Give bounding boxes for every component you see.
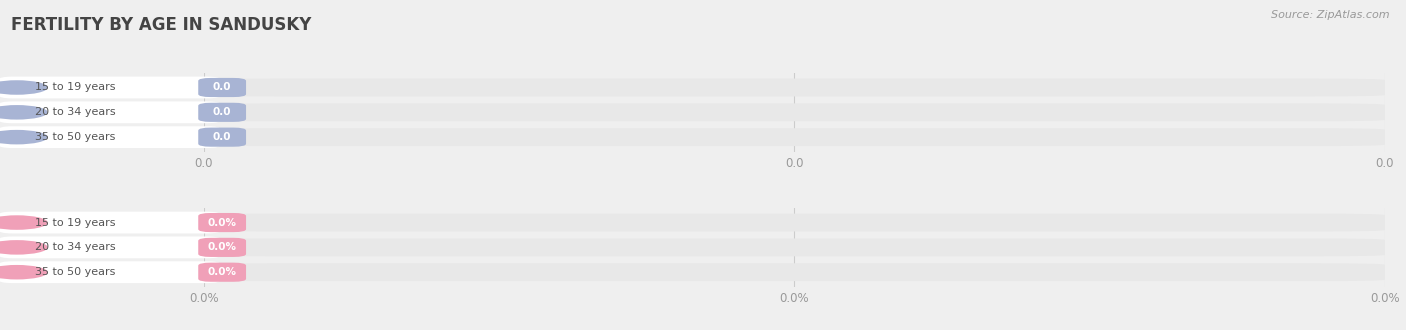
Text: 0.0%: 0.0%	[208, 217, 236, 228]
Text: 0.0: 0.0	[212, 82, 232, 92]
FancyBboxPatch shape	[204, 214, 1385, 231]
Text: 0.0%: 0.0%	[208, 242, 236, 252]
FancyBboxPatch shape	[204, 239, 1385, 256]
Text: 35 to 50 years: 35 to 50 years	[35, 267, 115, 277]
Text: 20 to 34 years: 20 to 34 years	[35, 242, 115, 252]
Text: 15 to 19 years: 15 to 19 years	[35, 82, 115, 92]
FancyBboxPatch shape	[204, 263, 1385, 281]
Text: Source: ZipAtlas.com: Source: ZipAtlas.com	[1271, 10, 1389, 20]
FancyBboxPatch shape	[204, 128, 1385, 146]
Text: 35 to 50 years: 35 to 50 years	[35, 132, 115, 142]
Text: 15 to 19 years: 15 to 19 years	[35, 217, 115, 228]
Text: 0.0: 0.0	[212, 107, 232, 117]
Text: 0.0: 0.0	[212, 132, 232, 142]
FancyBboxPatch shape	[204, 103, 1385, 121]
Text: 0.0%: 0.0%	[208, 267, 236, 277]
Text: 20 to 34 years: 20 to 34 years	[35, 107, 115, 117]
Text: FERTILITY BY AGE IN SANDUSKY: FERTILITY BY AGE IN SANDUSKY	[11, 16, 312, 35]
FancyBboxPatch shape	[204, 79, 1385, 96]
